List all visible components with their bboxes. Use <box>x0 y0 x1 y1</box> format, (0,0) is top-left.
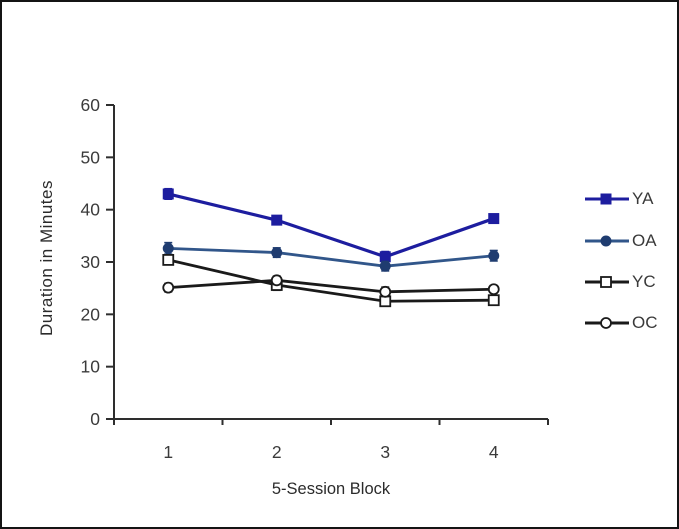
x-tick-label: 2 <box>272 442 282 462</box>
series-line <box>168 246 494 268</box>
legend-swatch-oa-icon <box>585 235 629 247</box>
marker <box>488 213 500 225</box>
y-tick-label: 60 <box>81 95 101 115</box>
marker <box>162 188 174 200</box>
legend-label: YC <box>632 272 656 291</box>
marker <box>379 295 392 308</box>
error-bars <box>164 241 498 272</box>
marker <box>379 285 392 298</box>
plot-area: 0 10 20 30 40 50 60 1 2 3 4 <box>81 95 549 462</box>
y-tick-label: 10 <box>81 357 101 377</box>
series-oa <box>162 241 500 272</box>
series-oc <box>162 274 500 298</box>
legend-item-yc: YC <box>585 272 656 292</box>
y-tick-label: 0 <box>90 409 100 429</box>
marker <box>162 254 175 266</box>
marker <box>379 260 391 272</box>
marker <box>270 274 283 287</box>
marker <box>162 281 175 294</box>
series-line <box>167 192 495 259</box>
error-bars <box>164 254 498 307</box>
x-tick-label: 4 <box>489 442 499 462</box>
legend-label: OA <box>632 231 657 250</box>
x-tick-label: 3 <box>380 442 390 462</box>
y-axis-title: Duration in Minutes <box>37 180 56 336</box>
legend-swatch-yc-icon <box>585 276 629 288</box>
legend-label: OC <box>632 313 658 332</box>
series-line <box>167 258 494 303</box>
series-line <box>168 278 494 294</box>
marker <box>600 276 612 288</box>
legend-item-oc: OC <box>585 313 658 333</box>
marker <box>600 317 612 329</box>
y-axis: 0 10 20 30 40 50 60 <box>81 95 115 429</box>
marker <box>600 235 612 247</box>
marker <box>162 242 174 254</box>
marker <box>379 251 391 263</box>
marker <box>271 247 283 259</box>
marker <box>487 283 500 296</box>
marker <box>600 193 612 205</box>
legend-swatch-ya-icon <box>585 193 629 205</box>
legend-swatch-oc-icon <box>585 317 629 329</box>
y-tick-label: 30 <box>81 252 101 272</box>
legend-item-oa: OA <box>585 231 657 251</box>
y-tick-label: 20 <box>81 304 101 324</box>
y-tick-label: 50 <box>81 147 101 167</box>
y-tick-label: 40 <box>81 200 101 220</box>
marker <box>488 250 500 262</box>
series-yc <box>162 254 500 308</box>
marker <box>487 294 500 307</box>
x-axis-title: 5-Session Block <box>271 480 391 498</box>
legend-label: YA <box>632 189 654 208</box>
x-tick-label: 1 <box>163 442 173 462</box>
x-axis: 1 2 3 4 <box>113 418 549 462</box>
legend-item-ya: YA <box>585 189 653 209</box>
marker <box>271 214 283 226</box>
